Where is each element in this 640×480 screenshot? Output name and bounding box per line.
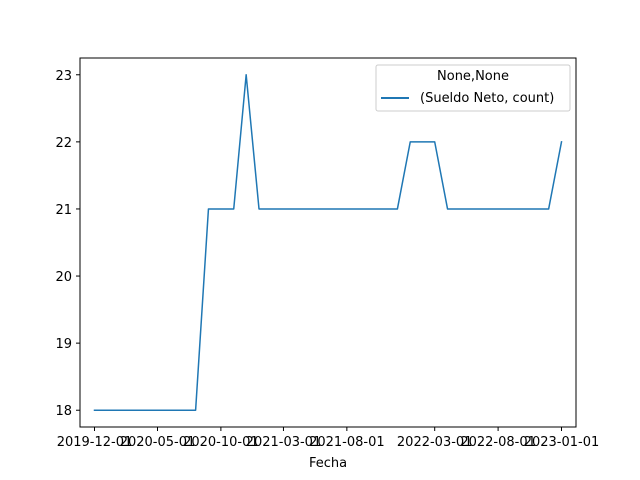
x-tick-label: 2022-08-01: [460, 435, 536, 450]
x-tick-label: 2021-08-01: [309, 435, 385, 450]
axes: [79, 57, 577, 428]
y-tick-label: 22: [55, 136, 72, 151]
y-tick-label: 18: [55, 404, 72, 419]
x-tick-label: 2021-03-01: [246, 435, 322, 450]
x-axis-label: Fecha: [309, 456, 347, 471]
x-tick-label: 2019-12-01: [57, 435, 133, 450]
y-tick-label: 19: [55, 337, 72, 352]
x-tick-label: 2020-05-01: [120, 435, 196, 450]
legend: None,None (Sueldo Neto, count): [375, 64, 571, 112]
tick-labels: 2019-12-012020-05-012020-10-012021-03-01…: [55, 69, 599, 450]
series-line-0: [93, 74, 563, 411]
y-tick-label: 20: [55, 270, 72, 285]
plot-area: [93, 74, 563, 411]
legend-series-label: (Sueldo Neto, count): [420, 91, 554, 106]
y-tick-label: 21: [55, 203, 72, 218]
x-tick-label: 2022-03-01: [397, 435, 473, 450]
x-tick-label: 2023-01-01: [524, 435, 600, 450]
legend-title: None,None: [437, 69, 509, 84]
legend-box: [375, 64, 571, 112]
x-tick-label: 2020-10-01: [183, 435, 259, 450]
axes-frame: [79, 57, 577, 428]
y-tick-label: 23: [55, 69, 72, 84]
